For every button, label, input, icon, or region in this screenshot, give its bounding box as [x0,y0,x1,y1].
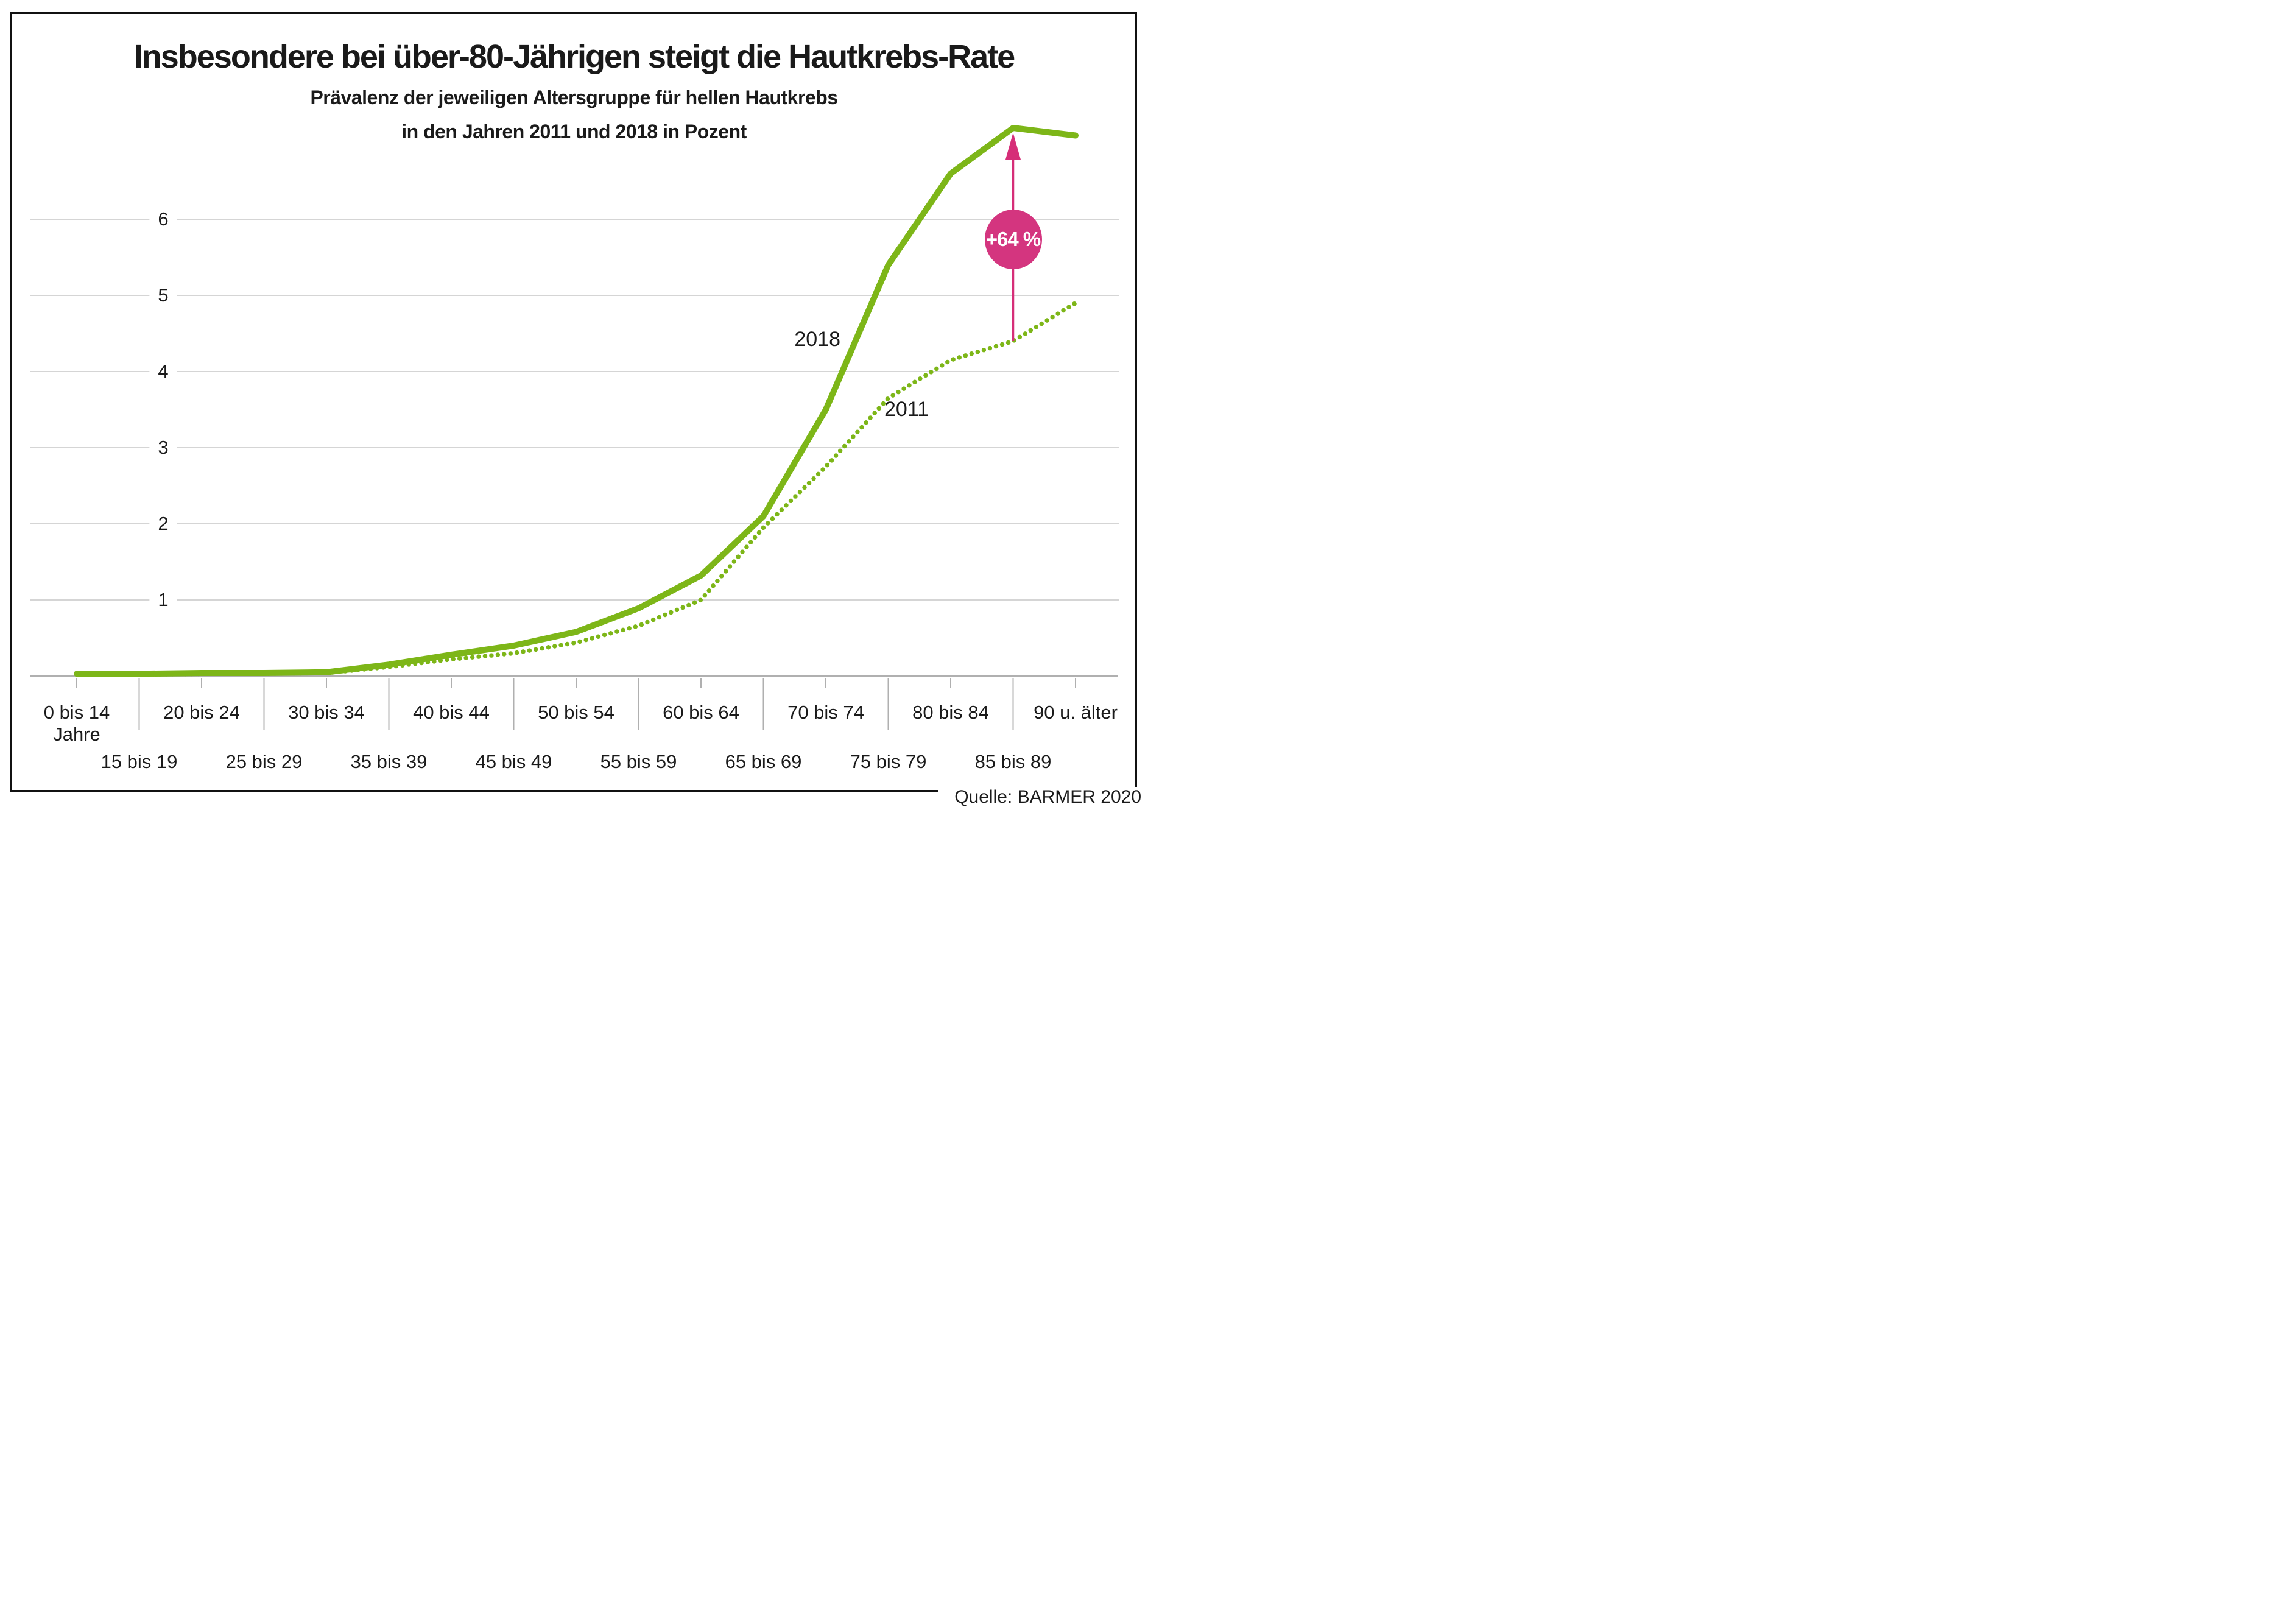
subtitle-line-2: in den Jahren 2011 und 2018 in Pozent [401,121,747,143]
source-credit: Quelle: BARMER 2020 [938,787,1141,807]
y-axis-label: 5 [149,285,177,306]
line-2011 [74,300,1078,677]
x-axis-label: 70 bis 74 [787,702,864,723]
infographic: Insbesondere bei über-80-Jährigen steigt… [0,0,1148,807]
y-axis-label: 1 [149,590,177,610]
chart-frame [10,12,1137,792]
x-axis-label: 65 bis 69 [725,751,802,772]
x-axis-label: 30 bis 34 [288,702,365,723]
x-axis-label: 20 bis 24 [163,702,240,723]
x-axis-ticks [76,678,1076,730]
x-axis-label: 90 u. älter [1034,702,1118,723]
x-axis-label: 50 bis 54 [538,702,614,723]
x-axis-label: 15 bis 19 [100,751,178,772]
x-axis-label: 85 bis 89 [974,751,1052,772]
series-label-2011: 2011 [884,398,929,421]
x-axis-label: 0 bis 14 Jahre [43,702,110,745]
x-axis-label-second-line: Jahre [53,724,100,745]
x-axis-label: 60 bis 64 [663,702,739,723]
x-axis-label: 25 bis 29 [225,751,303,772]
x-axis-label: 35 bis 39 [350,751,428,772]
x-axis-label: 75 bis 79 [850,751,927,772]
x-axis-label: 55 bis 59 [600,751,677,772]
line-2018 [74,125,1079,677]
y-axis-label: 4 [149,361,177,382]
series-label-2018: 2018 [794,328,840,351]
x-axis-label: 45 bis 49 [475,751,552,772]
line-chart [30,125,1119,730]
increase-badge-label: +64 % [985,228,1041,250]
page-title: Insbesondere bei über-80-Jährigen steigt… [133,38,1015,75]
y-axis-label: 2 [149,513,177,534]
y-axis-label: 3 [149,437,177,458]
increase-arrow-head [1005,133,1021,160]
x-axis-label: 40 bis 44 [413,702,490,723]
x-axis-label: 80 bis 84 [912,702,989,723]
gridlines [30,219,1119,601]
increase-badge: +64 % [984,210,1042,269]
subtitle-line-1: Prävalenz der jeweiligen Altersgruppe fü… [310,86,838,108]
y-axis-label: 6 [149,209,177,230]
